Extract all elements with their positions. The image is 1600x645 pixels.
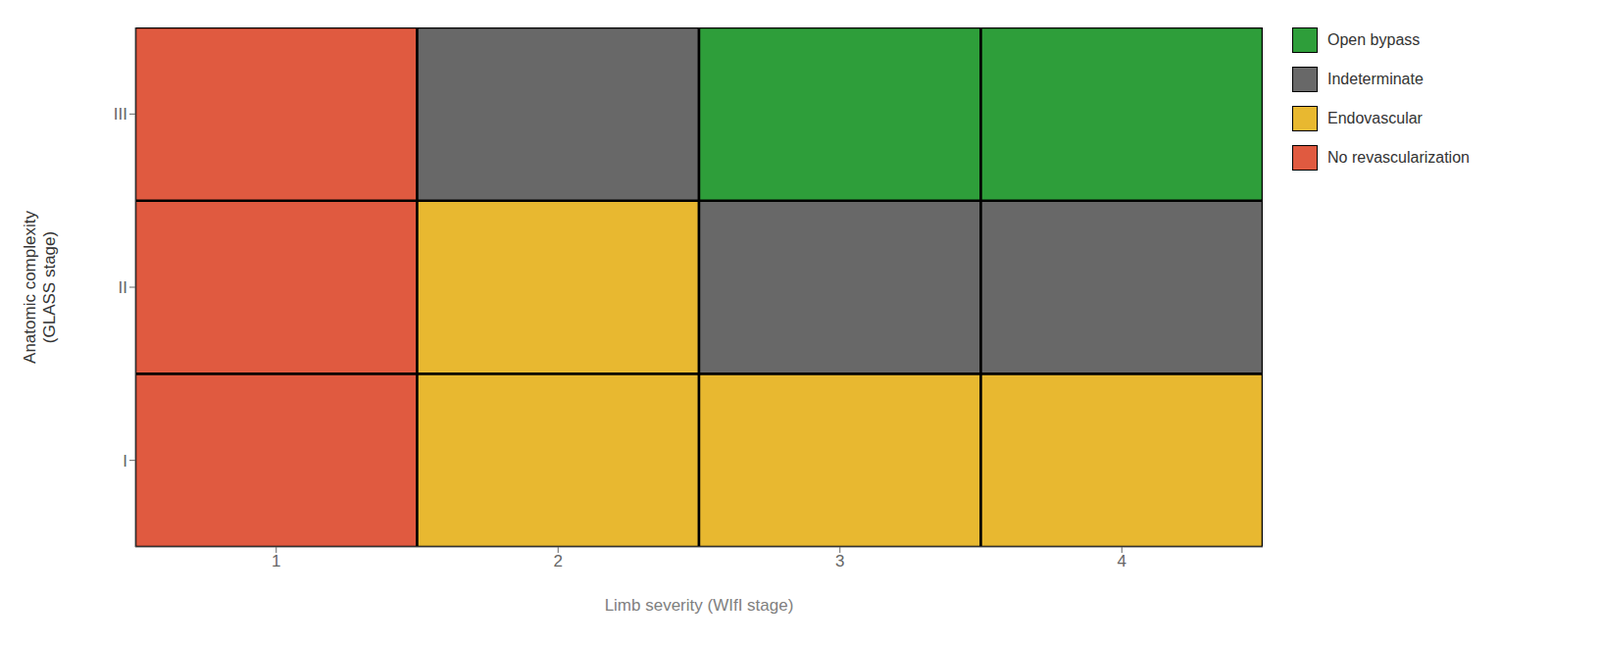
html-text:No revascularization: No revascularization <box>1327 149 1470 166</box>
svg-text:Limb severity (WIfI stage): Limb severity (WIfI stage) <box>604 596 795 615</box>
svg-text:II: II <box>118 278 128 298</box>
svg-text:1: 1 <box>271 551 281 571</box>
html-text:Indeterminate: Indeterminate <box>1327 70 1424 88</box>
html-text:Endovascular: Endovascular <box>1327 109 1423 127</box>
svg-text:Anatomic complexity(GLASS stag: Anatomic complexity(GLASS stage) <box>20 210 59 364</box>
svg-text:III: III <box>113 104 128 124</box>
svg-text:4: 4 <box>1117 551 1127 571</box>
svg-text:I: I <box>122 451 128 471</box>
svg-text:2: 2 <box>553 551 563 571</box>
svg-text:3: 3 <box>835 551 845 571</box>
html-text:Open bypass: Open bypass <box>1327 31 1420 49</box>
